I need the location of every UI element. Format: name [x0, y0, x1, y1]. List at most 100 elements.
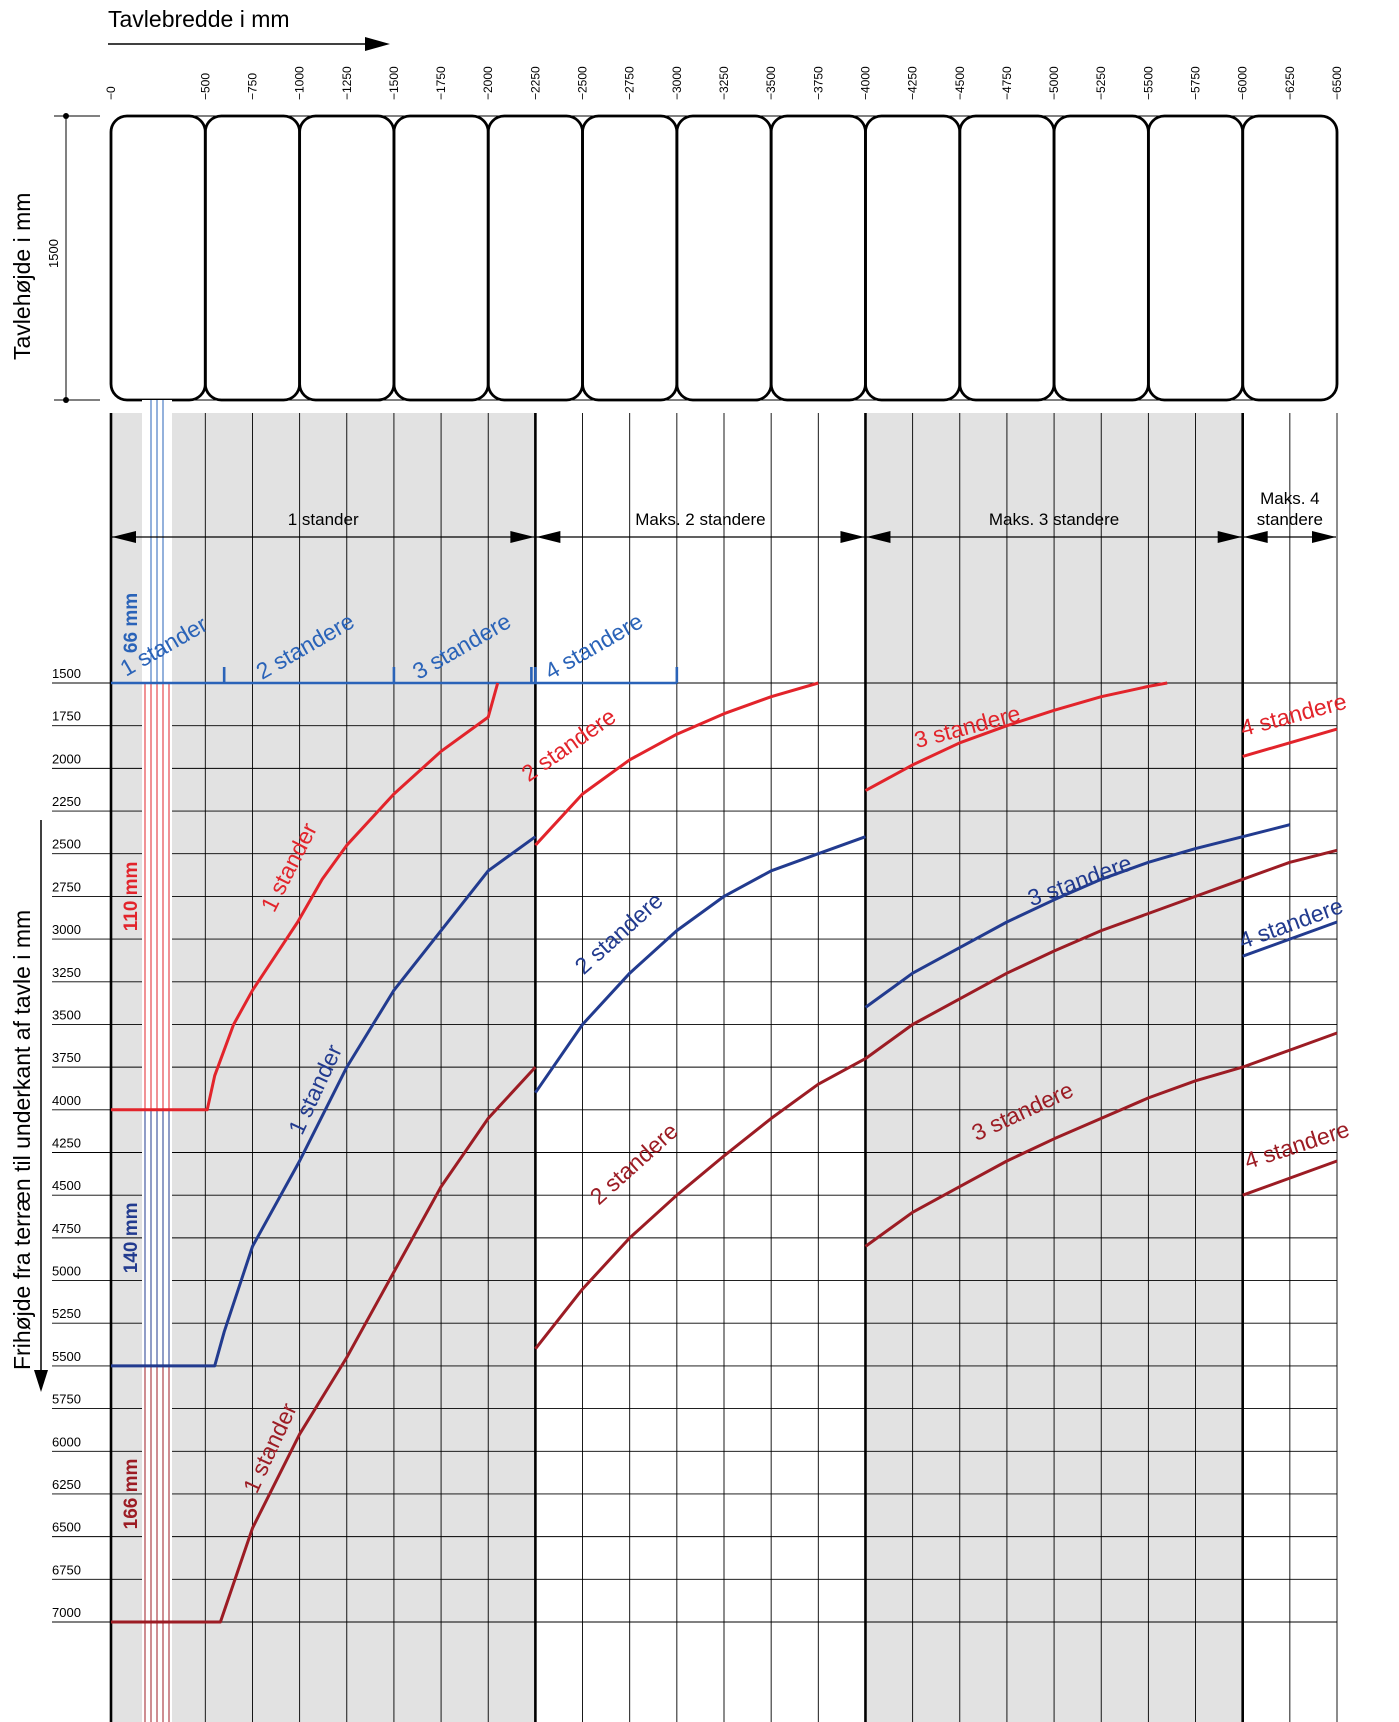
- series-line-8: [111, 1066, 537, 1624]
- series-line-5: [534, 835, 867, 1094]
- x-tick-label-500: −500: [198, 73, 212, 100]
- board-height-label: 1500: [46, 239, 61, 268]
- curve-label-11: 4 standere: [1241, 1116, 1352, 1174]
- series-line-6: [864, 823, 1291, 1009]
- x-tick-label-4500: −4500: [953, 66, 967, 100]
- y-tick-label-3750: 3750: [52, 1050, 81, 1065]
- x-tick-label-1000: −1000: [293, 66, 307, 100]
- y-tick-label-5000: 5000: [52, 1264, 81, 1279]
- y-tick-label-6250: 6250: [52, 1477, 81, 1492]
- curve-label-5: 2 standere: [570, 887, 668, 979]
- board-panel-outline-13: [1241, 114, 1339, 402]
- zone-label-3-1: standere: [1257, 510, 1323, 529]
- zone-dim-arrow-left-3: [1243, 531, 1268, 543]
- y-axis-title: Frihøjde fra terræn til underkant af tav…: [9, 910, 35, 1370]
- series-line-3: [1242, 727, 1338, 758]
- x-tick-label-2500: −2500: [576, 66, 590, 100]
- series-line-1: [534, 681, 819, 847]
- x-tick-label-6000: −6000: [1236, 66, 1250, 100]
- x-tick-label-750: −750: [245, 73, 259, 100]
- x-tick-label-6250: −6250: [1283, 66, 1297, 100]
- x-tick-label-2750: −2750: [623, 66, 637, 100]
- y-tick-label-4500: 4500: [52, 1178, 81, 1193]
- board-height-dim-dot-top: [63, 113, 69, 119]
- curve-label-9: 2 standere: [585, 1118, 683, 1210]
- x-tick-label-6500: −6500: [1330, 66, 1344, 100]
- zone-dim-arrow-right-2: [1217, 531, 1242, 543]
- zone-label-2-0: Maks. 3 standere: [989, 510, 1119, 529]
- series-line-0: [111, 682, 500, 1112]
- pipe-size-label-0: 66 mm: [121, 593, 142, 653]
- zone-label-3-0: Maks. 4: [1260, 489, 1320, 508]
- y-tick-label-4750: 4750: [52, 1221, 81, 1236]
- zone-dim-arrow-right-3: [1312, 531, 1336, 543]
- series-line-4: [111, 835, 537, 1368]
- pipe-size-label-1: 110 mm: [121, 862, 142, 932]
- zone-dim-arrow-left-1: [536, 531, 561, 543]
- y-tick-label-6000: 6000: [52, 1434, 81, 1449]
- series-line-12: [864, 848, 1338, 1060]
- x-tick-label-1250: −1250: [340, 66, 354, 100]
- series-line-7: [1242, 920, 1338, 958]
- y-tick-label-2000: 2000: [52, 751, 81, 766]
- x-axis-title: Tavlebredde i mm: [108, 6, 290, 32]
- board-panels: [54, 113, 1339, 403]
- y-axis-arrowhead: [34, 1370, 48, 1392]
- zone-label-1-0: Maks. 2 standere: [635, 510, 765, 529]
- y-tick-label-5250: 5250: [52, 1306, 81, 1321]
- board-panel-0: [110, 115, 206, 401]
- y-tick-label-4250: 4250: [52, 1136, 81, 1151]
- x-tick-label-1750: −1750: [434, 66, 448, 100]
- y-tick-label-3000: 3000: [52, 922, 81, 937]
- y-tick-label-5500: 5500: [52, 1349, 81, 1364]
- board-height-title: Tavlehøjde i mm: [9, 193, 35, 360]
- zone-dim-arrow-left-0: [112, 531, 136, 543]
- x-tick-label-0: −0: [104, 86, 118, 100]
- x-tick-label-2250: −2250: [528, 66, 542, 100]
- x-tick-label-4750: −4750: [1000, 66, 1014, 100]
- y-tick-label-4000: 4000: [52, 1093, 81, 1108]
- x-tick-label-5250: −5250: [1094, 66, 1108, 100]
- pipe-columns: 66 mm 110 mm 140 mm 166 mm: [121, 400, 172, 1722]
- y-tick-label-5750: 5750: [52, 1392, 81, 1407]
- series-line-9: [534, 1057, 867, 1350]
- zone-dim-arrow-right-0: [510, 531, 535, 543]
- y-tick-label-1500: 1500: [52, 666, 81, 681]
- x-tick-label-2000: −2000: [481, 66, 495, 100]
- series-line-11: [1242, 1159, 1338, 1197]
- pipe-size-label-3: 166 mm: [121, 1459, 142, 1530]
- y-tick-label-2500: 2500: [52, 837, 81, 852]
- x-tick-label-5000: −5000: [1047, 66, 1061, 100]
- axes: Tavlebredde i mm Tavlehøjde i mm 1500 Fr…: [9, 6, 1344, 1620]
- board-height-dim-dot-bottom: [63, 397, 69, 403]
- x-tick-label-5750: −5750: [1189, 66, 1203, 100]
- y-tick-label-6750: 6750: [52, 1562, 81, 1577]
- zone-label-0-0: 1 stander: [288, 510, 359, 529]
- x-tick-label-4000: −4000: [858, 66, 872, 100]
- y-tick-label-3250: 3250: [52, 965, 81, 980]
- series-lines: [111, 667, 1338, 1624]
- y-tick-label-6500: 6500: [52, 1520, 81, 1535]
- zone-dimension-lines: 1 stander Maks. 2 standere Maks. 3 stander…: [112, 489, 1336, 543]
- pipe-size-label-2: 140 mm: [121, 1202, 142, 1273]
- x-tick-label-3250: −3250: [717, 66, 731, 100]
- series-line-2: [864, 681, 1168, 792]
- x-tick-label-3500: −3500: [764, 66, 778, 100]
- series-line-10: [864, 1031, 1338, 1248]
- pipe66-label-3: 4 standere: [540, 608, 647, 685]
- x-tick-label-1500: −1500: [387, 66, 401, 100]
- x-tick-label-5500: −5500: [1141, 66, 1155, 100]
- curve-label-3: 4 standere: [1238, 688, 1350, 741]
- y-tick-label-7000: 7000: [52, 1605, 81, 1620]
- x-axis-arrowhead: [365, 37, 390, 51]
- x-tick-label-4250: −4250: [906, 66, 920, 100]
- y-tick-label-1750: 1750: [52, 709, 81, 724]
- zone-dim-arrow-left-2: [866, 531, 891, 543]
- x-tick-label-3750: −3750: [811, 66, 825, 100]
- y-tick-label-2250: 2250: [52, 794, 81, 809]
- grid: [52, 413, 1338, 1722]
- y-tick-label-2750: 2750: [52, 879, 81, 894]
- x-tick-label-3000: −3000: [670, 66, 684, 100]
- zone-dim-arrow-right-1: [840, 531, 865, 543]
